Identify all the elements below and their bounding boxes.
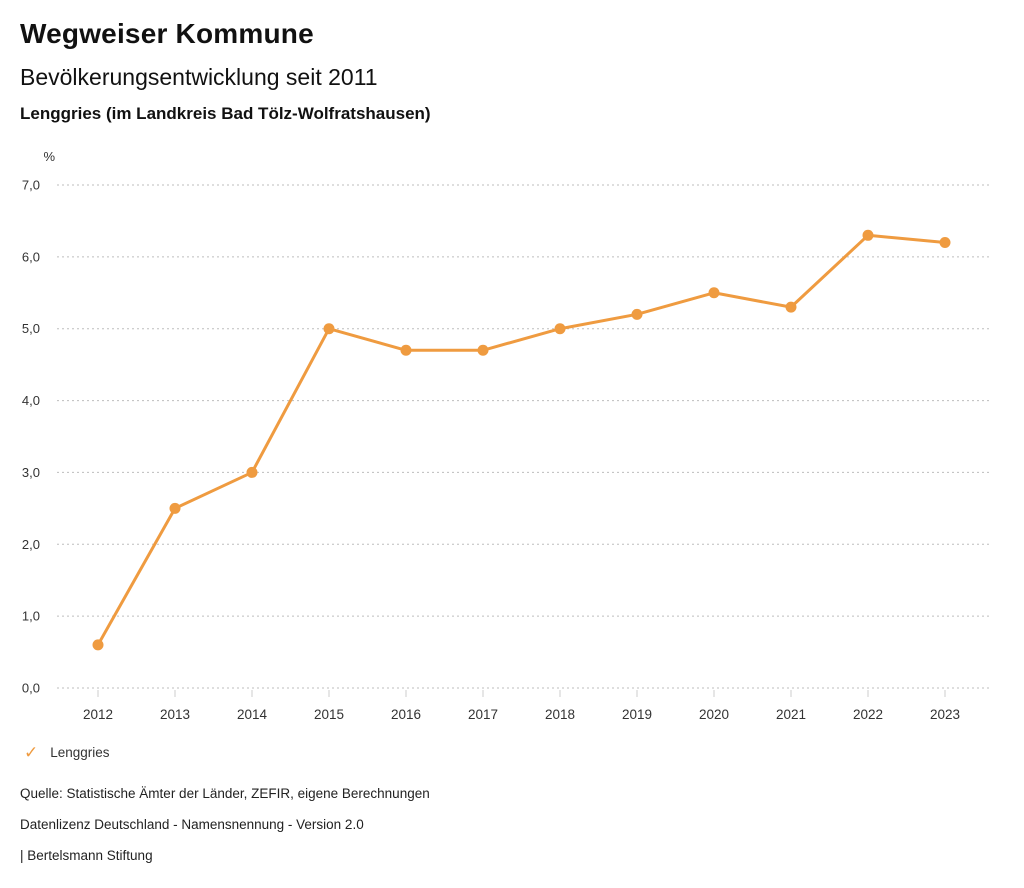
y-axis-label: 3,0 xyxy=(22,465,40,480)
y-axis-unit-label: % xyxy=(43,149,55,164)
population-line-chart: % 0,0 1,0 2,0 3,0 4,0 5,0 6,0 7,0 2012 2013 2014 201… xyxy=(22,149,990,722)
data-point-2020[interactable] xyxy=(708,287,720,299)
y-axis-label: 4,0 xyxy=(22,393,40,408)
x-axis-label: 2019 xyxy=(622,707,652,722)
chart-subtitle: Bevölkerungsentwicklung seit 2011 xyxy=(20,64,378,90)
data-point-2022[interactable] xyxy=(862,229,874,241)
data-point-2019[interactable] xyxy=(631,308,643,320)
x-axis-label: 2023 xyxy=(930,707,960,722)
x-axis-label: 2012 xyxy=(83,707,113,722)
y-axis-label: 7,0 xyxy=(22,178,40,193)
page-title: Wegweiser Kommune xyxy=(20,18,314,49)
check-icon: ✓ xyxy=(24,743,39,762)
legend-item-lenggries[interactable]: ✓ Lenggries xyxy=(24,744,110,761)
data-point-2012[interactable] xyxy=(92,639,104,651)
source-note: Quelle: Statistische Ämter der Länder, Z… xyxy=(20,786,430,801)
y-axis-label: 1,0 xyxy=(22,609,40,624)
x-axis-label: 2014 xyxy=(237,707,268,722)
data-point-2016[interactable] xyxy=(400,344,412,356)
y-axis-label: 0,0 xyxy=(22,681,40,696)
x-axis-label: 2020 xyxy=(699,707,729,722)
x-axis-label: 2016 xyxy=(391,707,421,722)
x-axis-label: 2017 xyxy=(468,707,498,722)
legend-label: Lenggries xyxy=(50,745,110,760)
x-axis-label: 2015 xyxy=(314,707,344,722)
x-axis-label: 2018 xyxy=(545,707,575,722)
x-axis-label: 2022 xyxy=(853,707,883,722)
data-point-2017[interactable] xyxy=(477,344,489,356)
y-axis-label: 2,0 xyxy=(22,537,40,552)
y-axis-label: 6,0 xyxy=(22,249,40,264)
x-axis-label: 2013 xyxy=(160,707,190,722)
series-line-lenggries xyxy=(96,233,947,647)
data-point-2015[interactable] xyxy=(323,323,335,335)
data-point-2014[interactable] xyxy=(246,466,258,478)
y-axis-label: 5,0 xyxy=(22,321,40,336)
data-point-2023[interactable] xyxy=(939,236,951,248)
region-label: Lenggries (im Landkreis Bad Tölz-Wolfrat… xyxy=(20,104,431,123)
license-note: Datenlizenz Deutschland - Namensnennung … xyxy=(20,817,364,832)
data-point-2021[interactable] xyxy=(785,301,797,313)
data-point-2018[interactable] xyxy=(554,323,566,335)
x-axis-label: 2021 xyxy=(776,707,806,722)
data-point-2013[interactable] xyxy=(169,502,181,514)
attribution-note: | Bertelsmann Stiftung xyxy=(20,848,153,863)
